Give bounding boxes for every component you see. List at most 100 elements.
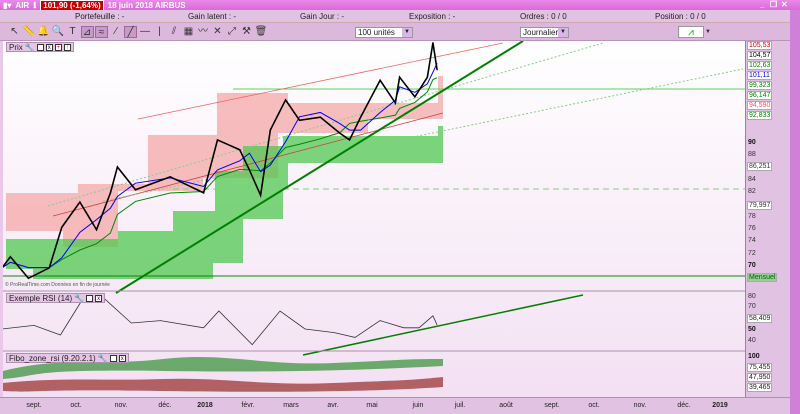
dotted-line-1	[47, 42, 604, 207]
channel-upper	[137, 42, 504, 120]
fibo-value: 39,465	[747, 383, 773, 392]
minimize-icon[interactable]: _	[760, 0, 765, 9]
window-icon[interactable]	[86, 294, 94, 302]
add-green-icon[interactable]: ↑	[63, 43, 71, 51]
window-icon[interactable]	[36, 43, 44, 51]
price-label: 105,53	[747, 41, 773, 50]
pointer-icon[interactable]: ↖	[10, 26, 19, 37]
line-icon[interactable]: ╱	[124, 26, 137, 38]
restore-icon[interactable]: ❐	[770, 0, 778, 9]
chevron-down-icon: ▼	[558, 28, 568, 37]
fan-icon[interactable]: ⊿	[80, 26, 94, 38]
mensuel-label: Mensuel	[747, 273, 778, 282]
trend-icon[interactable]: ⤢	[228, 26, 236, 37]
time-tick: sept.	[26, 402, 42, 409]
price-point	[398, 76, 401, 78]
price-point	[414, 96, 416, 98]
wrench-icon[interactable]: 🔧	[97, 353, 108, 363]
rsi-value: 58,409	[747, 314, 773, 323]
fibo-band-red	[3, 377, 443, 392]
position[interactable]: Position : 0 / 0	[655, 12, 706, 21]
price-point	[216, 139, 219, 141]
ordres[interactable]: Ordres : 0 / 0	[520, 12, 567, 21]
close-icon[interactable]: x	[118, 354, 126, 362]
window-icon[interactable]	[109, 354, 117, 362]
price-axis[interactable]: 90 88 84 82 78 76 74 72 70 105,53 104,57 102,63 101,…	[745, 41, 790, 397]
price-label: 86,251	[747, 162, 773, 171]
price-point	[248, 169, 251, 171]
time-tick: oct.	[70, 402, 82, 409]
close-icon[interactable]: ✕	[781, 0, 788, 9]
fibo-tick: 100	[748, 353, 760, 360]
price-point	[109, 192, 112, 194]
rsi-tick: 40	[748, 337, 756, 344]
price-tick: 70	[748, 262, 756, 269]
channel-icon[interactable]: ≈	[95, 26, 108, 38]
price-point	[95, 229, 98, 231]
chevron-down-icon: ▼	[402, 28, 412, 37]
trash-icon[interactable]: 🗑	[254, 26, 268, 37]
wrench-icon[interactable]: 🔧	[74, 293, 85, 303]
price-tick: 88	[748, 151, 756, 159]
fibo-panel-title: Fibo_zone_rsi (9.20.2.1)	[9, 353, 96, 363]
price-label: 79,997	[747, 201, 773, 210]
portefeuille: Portefeuille : -	[75, 12, 125, 21]
period-select[interactable]: Journalier ▼	[520, 27, 569, 38]
wave-icon[interactable]: 〰	[198, 26, 208, 37]
text-icon[interactable]: T	[69, 26, 76, 37]
quantity-value: 100 unités	[358, 28, 395, 37]
price-badge: 101,90 (-1,64%)	[40, 0, 104, 11]
cross-icon[interactable]: ✕	[213, 26, 222, 37]
price-tick: 82	[748, 188, 756, 196]
fibo-value: 47,950	[747, 373, 773, 382]
time-tick: déc.	[677, 402, 691, 409]
price-point	[259, 194, 262, 196]
watermark: © ProRealTime.com Données en fin de jour…	[5, 282, 110, 288]
bell-icon[interactable]: 🔔	[37, 26, 50, 37]
wrench-icon[interactable]: 🔧	[24, 42, 35, 52]
price-point	[27, 277, 30, 279]
parallel-icon[interactable]: ⫽	[171, 26, 177, 37]
chart-type-icon[interactable]: ▮▾	[3, 0, 12, 10]
segment-icon[interactable]: ⁄	[115, 26, 117, 37]
close-icon[interactable]: x	[45, 43, 53, 51]
tools-icon[interactable]: ⚒	[242, 26, 251, 37]
price-point	[9, 256, 11, 258]
add-red-icon[interactable]: +	[54, 43, 62, 51]
price-point	[426, 76, 428, 78]
time-tick: juil.	[454, 402, 466, 409]
chart-area[interactable]: Prix 🔧 x + ↑ © ProRealTime.com Données en fi…	[3, 41, 745, 397]
price-label: 94,590	[747, 101, 773, 110]
fibo-icon[interactable]: ▦	[183, 26, 194, 37]
indicator-icon[interactable]: ⩘	[678, 26, 704, 38]
price-point	[339, 132, 341, 134]
magnifier-icon[interactable]: 🔍	[51, 26, 65, 37]
symbol[interactable]: AIR	[15, 0, 30, 10]
rsi-tick: 70	[748, 303, 756, 310]
time-axis[interactable]: sept. oct. nov. déc. 2018 févr. mars avr. mai jui…	[0, 397, 790, 414]
date-name: 18 juin 2018 AIRBUS	[107, 0, 186, 10]
price-panel-title: Prix	[9, 42, 23, 52]
price-point	[298, 119, 301, 121]
time-tick: févr.	[241, 402, 255, 409]
price-tick: 76	[748, 225, 756, 233]
chevron-down-icon[interactable]: ▼	[705, 29, 711, 35]
info-icon[interactable]: ℹ	[33, 0, 37, 10]
chart-canvas[interactable]	[3, 41, 745, 397]
time-tick: mars	[283, 402, 299, 409]
price-label: 92,833	[747, 111, 773, 120]
quantity-select[interactable]: 100 unités ▼	[355, 27, 413, 38]
ruler-icon[interactable]: 📏	[22, 26, 36, 37]
ma-slow-line	[3, 77, 438, 269]
price-point	[394, 102, 396, 104]
time-tick: déc.	[158, 402, 172, 409]
price-point	[379, 79, 381, 81]
close-icon[interactable]: x	[95, 294, 103, 302]
fibo-value: 75,455	[747, 363, 773, 372]
price-tick: 74	[748, 237, 756, 245]
time-tick: mai	[366, 402, 378, 409]
fibo-panel-header: Fibo_zone_rsi (9.20.2.1) 🔧 x	[6, 353, 129, 363]
horizontal-line-icon[interactable]: —	[140, 26, 150, 37]
vertical-line-icon[interactable]: |	[158, 26, 161, 37]
time-tick: nov.	[114, 402, 128, 409]
